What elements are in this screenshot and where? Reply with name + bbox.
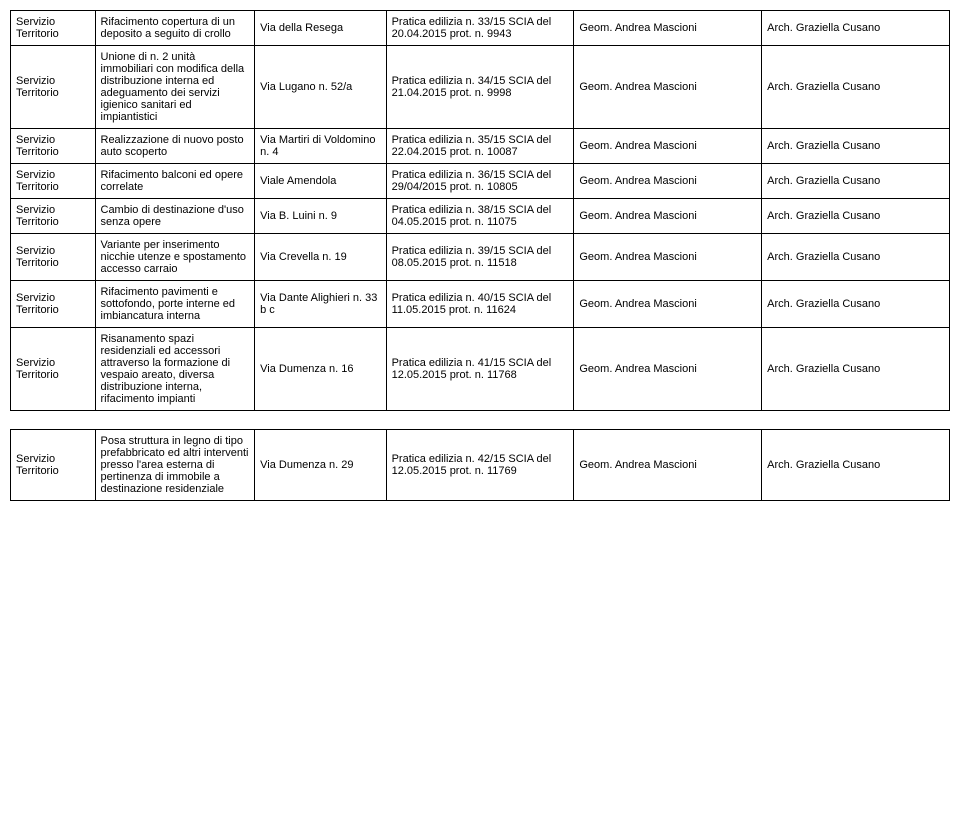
cell-c3: Pratica edilizia n. 41/15 SCIA del 12.05… bbox=[386, 328, 574, 411]
cell-c3: Pratica edilizia n. 40/15 SCIA del 11.05… bbox=[386, 281, 574, 328]
table-row: Servizio TerritorioRifacimento balconi e… bbox=[11, 164, 950, 199]
cell-c0: Servizio Territorio bbox=[11, 234, 96, 281]
cell-c2: Via Martiri di Voldomino n. 4 bbox=[255, 129, 386, 164]
cell-c1: Posa struttura in legno di tipo prefabbr… bbox=[95, 430, 255, 501]
cell-c1: Cambio di destinazione d'uso senza opere bbox=[95, 199, 255, 234]
records-table-2: Servizio TerritorioPosa struttura in leg… bbox=[10, 429, 950, 501]
cell-c1: Realizzazione di nuovo posto auto scoper… bbox=[95, 129, 255, 164]
cell-c2: Via Dumenza n. 16 bbox=[255, 328, 386, 411]
cell-c4: Geom. Andrea Mascioni bbox=[574, 281, 762, 328]
cell-c2: Via Dante Alighieri n. 33 b c bbox=[255, 281, 386, 328]
table-row: Servizio TerritorioRealizzazione di nuov… bbox=[11, 129, 950, 164]
table-row: Servizio TerritorioRisanamento spazi res… bbox=[11, 328, 950, 411]
cell-c5: Arch. Graziella Cusano bbox=[762, 430, 950, 501]
cell-c2: Viale Amendola bbox=[255, 164, 386, 199]
cell-c3: Pratica edilizia n. 34/15 SCIA del 21.04… bbox=[386, 46, 574, 129]
table-row: Servizio TerritorioRifacimento pavimenti… bbox=[11, 281, 950, 328]
cell-c3: Pratica edilizia n. 36/15 SCIA del 29/04… bbox=[386, 164, 574, 199]
cell-c4: Geom. Andrea Mascioni bbox=[574, 199, 762, 234]
cell-c3: Pratica edilizia n. 33/15 SCIA del 20.04… bbox=[386, 11, 574, 46]
table-row: Servizio TerritorioCambio di destinazion… bbox=[11, 199, 950, 234]
cell-c2: Via della Resega bbox=[255, 11, 386, 46]
cell-c1: Rifacimento pavimenti e sottofondo, port… bbox=[95, 281, 255, 328]
table-row: Servizio TerritorioUnione di n. 2 unità … bbox=[11, 46, 950, 129]
cell-c4: Geom. Andrea Mascioni bbox=[574, 46, 762, 129]
cell-c3: Pratica edilizia n. 38/15 SCIA del 04.05… bbox=[386, 199, 574, 234]
cell-c1: Risanamento spazi residenziali ed access… bbox=[95, 328, 255, 411]
cell-c2: Via Dumenza n. 29 bbox=[255, 430, 386, 501]
cell-c0: Servizio Territorio bbox=[11, 46, 96, 129]
cell-c4: Geom. Andrea Mascioni bbox=[574, 328, 762, 411]
cell-c2: Via Crevella n. 19 bbox=[255, 234, 386, 281]
cell-c5: Arch. Graziella Cusano bbox=[762, 281, 950, 328]
cell-c5: Arch. Graziella Cusano bbox=[762, 46, 950, 129]
cell-c5: Arch. Graziella Cusano bbox=[762, 129, 950, 164]
cell-c3: Pratica edilizia n. 35/15 SCIA del 22.04… bbox=[386, 129, 574, 164]
cell-c0: Servizio Territorio bbox=[11, 430, 96, 501]
cell-c5: Arch. Graziella Cusano bbox=[762, 164, 950, 199]
cell-c5: Arch. Graziella Cusano bbox=[762, 11, 950, 46]
cell-c3: Pratica edilizia n. 42/15 SCIA del 12.05… bbox=[386, 430, 574, 501]
cell-c1: Rifacimento copertura di un deposito a s… bbox=[95, 11, 255, 46]
cell-c0: Servizio Territorio bbox=[11, 164, 96, 199]
cell-c1: Unione di n. 2 unità immobiliari con mod… bbox=[95, 46, 255, 129]
cell-c2: Via B. Luini n. 9 bbox=[255, 199, 386, 234]
cell-c0: Servizio Territorio bbox=[11, 328, 96, 411]
records-table: Servizio TerritorioRifacimento copertura… bbox=[10, 10, 950, 411]
cell-c5: Arch. Graziella Cusano bbox=[762, 234, 950, 281]
cell-c4: Geom. Andrea Mascioni bbox=[574, 11, 762, 46]
cell-c4: Geom. Andrea Mascioni bbox=[574, 430, 762, 501]
cell-c0: Servizio Territorio bbox=[11, 11, 96, 46]
cell-c5: Arch. Graziella Cusano bbox=[762, 328, 950, 411]
cell-c0: Servizio Territorio bbox=[11, 199, 96, 234]
cell-c2: Via Lugano n. 52/a bbox=[255, 46, 386, 129]
cell-c3: Pratica edilizia n. 39/15 SCIA del 08.05… bbox=[386, 234, 574, 281]
cell-c1: Variante per inserimento nicchie utenze … bbox=[95, 234, 255, 281]
cell-c1: Rifacimento balconi ed opere correlate bbox=[95, 164, 255, 199]
cell-c4: Geom. Andrea Mascioni bbox=[574, 129, 762, 164]
cell-c0: Servizio Territorio bbox=[11, 281, 96, 328]
cell-c5: Arch. Graziella Cusano bbox=[762, 199, 950, 234]
table-row: Servizio TerritorioRifacimento copertura… bbox=[11, 11, 950, 46]
table-row: Servizio TerritorioVariante per inserime… bbox=[11, 234, 950, 281]
cell-c4: Geom. Andrea Mascioni bbox=[574, 164, 762, 199]
table-row: Servizio TerritorioPosa struttura in leg… bbox=[11, 430, 950, 501]
cell-c0: Servizio Territorio bbox=[11, 129, 96, 164]
cell-c4: Geom. Andrea Mascioni bbox=[574, 234, 762, 281]
